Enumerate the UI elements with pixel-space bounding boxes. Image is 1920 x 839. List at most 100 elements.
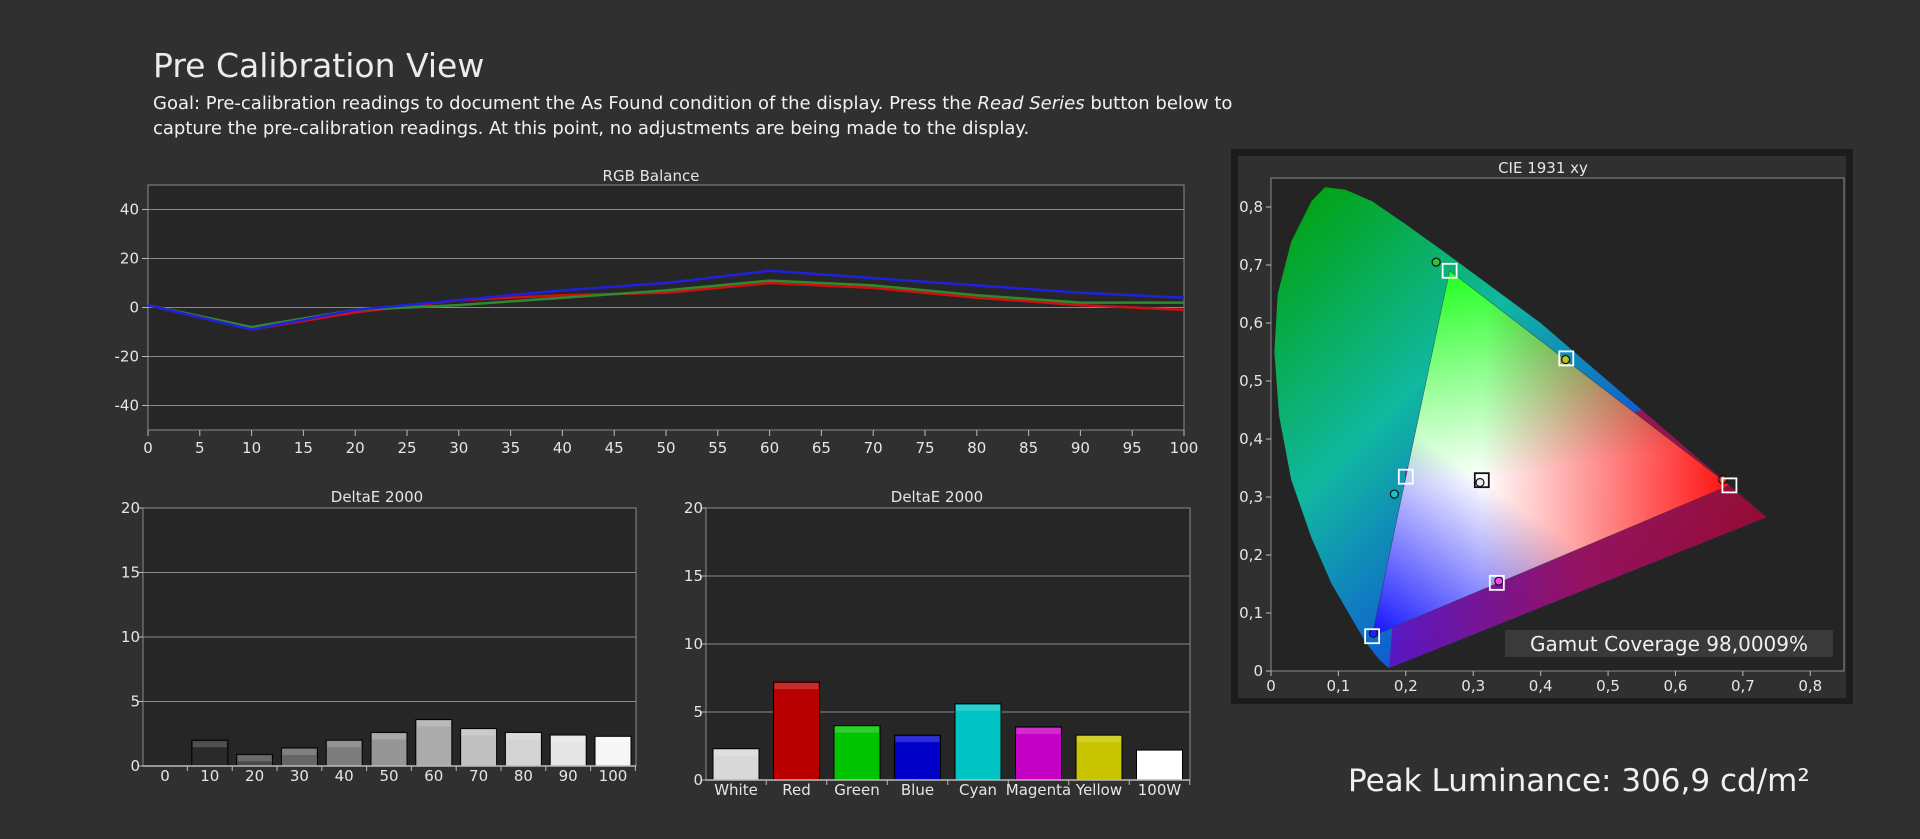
x-tick-label: 85 bbox=[1019, 439, 1038, 457]
axes: 0,8 0,7 0,6 0,5 0,4 0,3 0,2 0,1 00 0,1 0,2 0,3 0,4 0,… bbox=[1239, 198, 1822, 695]
bar-highlight bbox=[835, 726, 879, 733]
gamut-fill-blue bbox=[1372, 270, 1730, 637]
x-tick-label: 90 bbox=[559, 767, 578, 785]
x-tick-label: 20 bbox=[245, 767, 264, 785]
x-tick-label: 15 bbox=[294, 439, 313, 457]
x-tick-label: 5 bbox=[195, 439, 205, 457]
measured-point-green bbox=[1431, 257, 1441, 267]
x-tick-label: 40 bbox=[553, 439, 572, 457]
goal-text-end: button below to capture the pre-calibrat… bbox=[153, 93, 1233, 139]
bar-highlight bbox=[1137, 751, 1182, 758]
bar-highlight bbox=[596, 737, 630, 744]
bar-red bbox=[773, 681, 820, 781]
bar-90 bbox=[549, 734, 587, 767]
bar-highlight bbox=[506, 733, 541, 740]
measured-point-yellow bbox=[1560, 354, 1571, 365]
x-tick-label: 60 bbox=[760, 439, 779, 457]
x-tick-label: 70 bbox=[864, 439, 883, 457]
bar-highlight bbox=[327, 741, 362, 748]
peak-luminance: Peak Luminance: 306,9 cd/m² bbox=[1348, 763, 1810, 799]
x-tick-label: 80 bbox=[967, 439, 986, 457]
bars bbox=[191, 719, 632, 767]
axes: 40 20 0 -20 -40 0 5 10 15 20 25 30 35 40 45 50 55 60 65 70 7… bbox=[115, 201, 1199, 458]
axes: 20 15 10 5 0 White Red Green Blue Cyan Magenta Yell… bbox=[684, 499, 1191, 799]
x-tick-label: 0,8 bbox=[1798, 677, 1822, 695]
y-tick-label: 15 bbox=[684, 567, 703, 585]
y-tick-label: 0,8 bbox=[1239, 198, 1263, 216]
chart-title: RGB Balance bbox=[603, 167, 700, 185]
y-tick-label: 0,4 bbox=[1239, 430, 1263, 448]
x-tick-label: 25 bbox=[397, 439, 416, 457]
target-marker-cyan bbox=[1397, 468, 1414, 485]
bar-highlight bbox=[714, 749, 758, 756]
y-tick-label: 10 bbox=[684, 635, 703, 653]
bar-highlight bbox=[1016, 727, 1061, 734]
y-tick-label: 40 bbox=[120, 201, 139, 219]
measured-point-white bbox=[1475, 477, 1485, 488]
x-tick-label: 50 bbox=[656, 439, 675, 457]
x-tick-label: 10 bbox=[200, 767, 219, 785]
target-marker-white bbox=[1473, 472, 1490, 489]
x-tick-label: 0,3 bbox=[1461, 677, 1485, 695]
x-tick-label: 0 bbox=[1266, 677, 1276, 695]
chart-title: DeltaE 2000 bbox=[891, 488, 983, 506]
measured-point-magenta bbox=[1494, 576, 1504, 586]
page-title: Pre Calibration View bbox=[153, 46, 485, 85]
y-tick-label: 20 bbox=[121, 499, 140, 517]
chart-title: DeltaE 2000 bbox=[331, 488, 423, 506]
target-marker-green bbox=[1441, 262, 1458, 279]
y-tick-label: 5 bbox=[693, 703, 703, 721]
x-tick-label: 60 bbox=[424, 767, 443, 785]
x-tick-label: 0,2 bbox=[1394, 677, 1418, 695]
x-tick-label: 0 bbox=[143, 439, 153, 457]
y-tick-label: 20 bbox=[684, 499, 703, 517]
y-tick-label: 0,6 bbox=[1239, 314, 1263, 332]
x-tick-label: 0,4 bbox=[1529, 677, 1553, 695]
bar-70 bbox=[460, 728, 498, 767]
x-tick-label: 75 bbox=[915, 439, 934, 457]
bar-highlight bbox=[461, 729, 496, 736]
target-marker-red bbox=[1721, 477, 1738, 494]
y-tick-label: 0 bbox=[1253, 662, 1263, 680]
gamut-coverage-box bbox=[1505, 630, 1833, 657]
y-tick-label: 0 bbox=[130, 757, 140, 775]
x-tick-label: 0 bbox=[160, 767, 170, 785]
bar-highlight bbox=[372, 733, 406, 740]
x-tick-label: 80 bbox=[514, 767, 533, 785]
series-line-0 bbox=[147, 281, 1185, 331]
x-tick-label: 45 bbox=[605, 439, 624, 457]
y-tick-label: 5 bbox=[130, 693, 140, 711]
bars bbox=[712, 681, 1183, 781]
x-tick-label: Red bbox=[782, 781, 811, 799]
bar-100 bbox=[594, 735, 632, 767]
x-tick-label: 30 bbox=[290, 767, 309, 785]
x-tick-label: 0,5 bbox=[1596, 677, 1620, 695]
bar-magenta bbox=[1015, 726, 1062, 781]
x-tick-label: 0,6 bbox=[1664, 677, 1688, 695]
x-tick-label: Cyan bbox=[959, 781, 997, 799]
markers bbox=[1364, 257, 1738, 645]
bar-highlight bbox=[551, 736, 586, 743]
x-tick-label: 10 bbox=[242, 439, 261, 457]
y-tick-label: -20 bbox=[115, 348, 140, 366]
x-tick-label: 30 bbox=[449, 439, 468, 457]
color-deltae-chart: DeltaE 2000 20 15 10 5 0 White Red Green Blue Cya… bbox=[684, 488, 1191, 799]
y-tick-label: 10 bbox=[121, 628, 140, 646]
bar-highlight bbox=[1077, 736, 1121, 743]
x-tick-label: White bbox=[714, 781, 758, 799]
bar-highlight bbox=[956, 704, 1000, 711]
y-tick-label: 15 bbox=[121, 564, 140, 582]
x-tick-label: 100 bbox=[1170, 439, 1199, 457]
y-tick-label: 0,2 bbox=[1239, 546, 1263, 564]
x-tick-label: 35 bbox=[501, 439, 520, 457]
x-tick-label: 100W bbox=[1138, 781, 1182, 799]
y-tick-label: -40 bbox=[115, 397, 140, 415]
y-tick-label: 0 bbox=[129, 299, 139, 317]
x-tick-label: 40 bbox=[335, 767, 354, 785]
grid-lines bbox=[148, 209, 1184, 406]
y-tick-label: 0 bbox=[693, 771, 703, 789]
target-marker-magenta bbox=[1488, 574, 1505, 591]
